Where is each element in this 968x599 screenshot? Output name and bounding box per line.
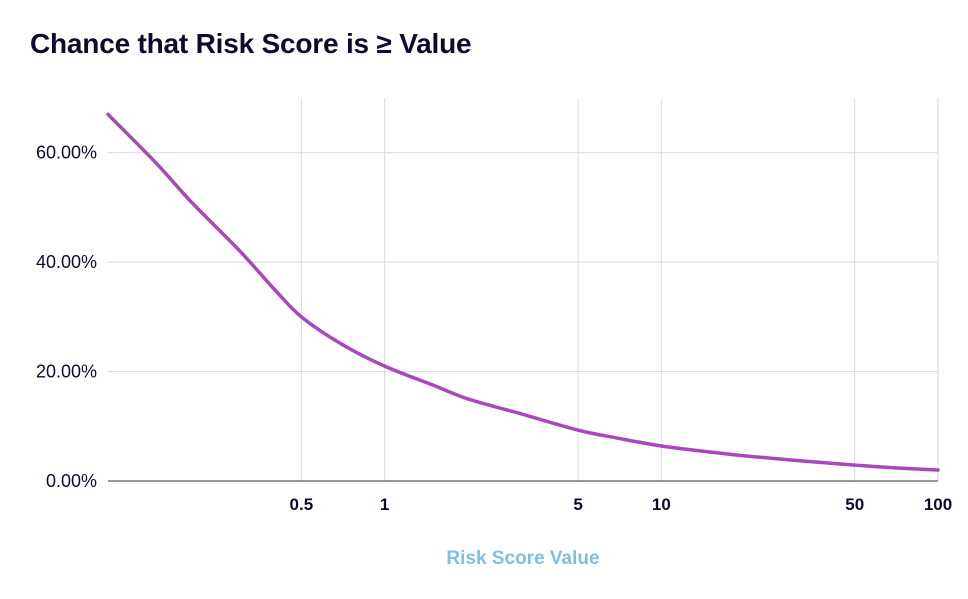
x-tick-label: 50 [845, 495, 864, 514]
y-tick-label: 20.00% [36, 362, 97, 382]
x-tick-label: 10 [652, 495, 671, 514]
label-layer: 0.5 1 5 10 50 100 0.00% 20.00% 40.00% 60.00% Risk … [36, 143, 952, 569]
y-tick-label: 0.00% [46, 471, 97, 491]
x-tick-label: 5 [573, 495, 582, 514]
grid-layer [108, 98, 939, 481]
x-tick-label: 1 [380, 495, 389, 514]
y-tick-label: 60.00% [36, 143, 97, 163]
x-tick-label: 100 [924, 495, 952, 514]
chart-title: Chance that Risk Score is ≥ Value [30, 28, 472, 59]
y-tick-label: 40.00% [36, 252, 97, 272]
series-line [106, 112, 940, 472]
series-layer [106, 112, 940, 472]
x-tick-label: 0.5 [290, 495, 314, 514]
x-axis-title: Risk Score Value [446, 548, 599, 569]
